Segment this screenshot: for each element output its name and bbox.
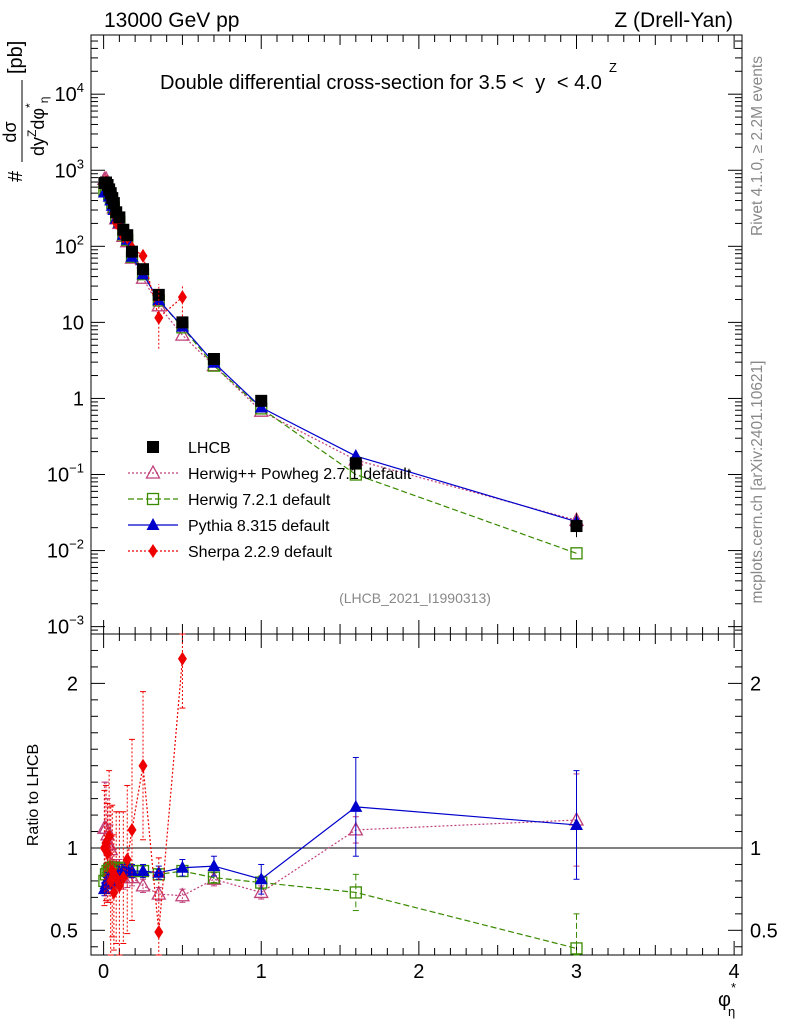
ratio-data-point	[136, 864, 150, 877]
y-tick-label: 103	[55, 156, 84, 182]
ratio-data-point	[154, 924, 164, 939]
legend: LHCB Herwig++ Powheg 2.7.1 default Herwig …	[128, 440, 412, 561]
x-axis-label: φ* η	[718, 980, 736, 1019]
legend-entry-herwig-7-2-1-default: Herwig 7.2.1 default	[128, 492, 331, 509]
legend-label: Herwig++ Powheg 2.7.1 default	[188, 466, 412, 483]
legend-marker	[148, 544, 158, 558]
ratio-data-point	[104, 829, 114, 844]
ratio-data-point	[114, 878, 124, 893]
x-tick-label: 1	[256, 961, 267, 983]
legend-entry-herwig-powheg-2-7-1-default: Herwig++ Powheg 2.7.1 default	[128, 464, 412, 483]
data-point	[255, 394, 268, 407]
ylabel-numerator: dσ	[0, 121, 20, 142]
legend-label: Pythia 8.315 default	[188, 518, 330, 535]
data-point	[570, 547, 583, 560]
y-tick-label: 10−3	[47, 613, 84, 639]
ratio-series-herwig-7-2-1-default	[98, 860, 583, 956]
data-point	[207, 353, 220, 366]
main-series-group	[96, 170, 585, 560]
ratio-data-point	[103, 845, 113, 860]
ylabel-denominator: dyZdφ*η	[23, 97, 51, 156]
ratio-data-point	[138, 758, 148, 773]
data-point	[107, 197, 120, 210]
ratio-data-point	[127, 822, 137, 837]
data-point	[121, 229, 134, 242]
ratio-y-tick-label-right: 2	[750, 673, 761, 695]
legend-label: Herwig 7.2.1 default	[188, 492, 331, 509]
ratio-data-point	[207, 859, 221, 872]
x-tick-label: 3	[571, 961, 582, 983]
y-tick-label: 10−2	[47, 537, 84, 563]
ratio-y-axis-label: Ratio to LHCB	[25, 744, 42, 846]
ratio-data-point	[349, 886, 362, 899]
ratio-data-point	[122, 852, 132, 867]
ratio-series-pythia-8-315-default	[97, 756, 583, 897]
x-tick-label: 2	[413, 961, 424, 983]
main-plot-title-sup: Z	[609, 60, 617, 75]
ratio-data-point	[135, 877, 151, 892]
ratio-series-group	[96, 633, 585, 956]
legend-entry-lhcb: LHCB	[147, 440, 231, 457]
data-point	[137, 263, 150, 276]
legend-entry-sherpa-2-2-9-default: Sherpa 2.2.9 default	[128, 544, 333, 561]
data-point	[176, 316, 189, 329]
ratio-series-line	[104, 819, 577, 897]
ylabel-hash: #	[5, 170, 27, 182]
data-point	[138, 248, 148, 263]
ratio-data-point	[569, 817, 583, 830]
rivet-label: Rivet 4.1.0, ≥ 2.2M events	[749, 56, 766, 236]
data-point	[177, 290, 187, 305]
ratio-data-point	[175, 860, 189, 873]
ratio-data-point	[125, 864, 139, 877]
ratio-data-point	[118, 870, 128, 885]
ratio-series-sherpa-2-2-9-default	[99, 633, 187, 956]
data-point	[174, 326, 191, 341]
ratio-y-tick-label: 0.5	[50, 920, 78, 942]
x-tick-label: 4	[729, 961, 740, 983]
main-y-axis-label: # dσ dyZdφ*η [pb]	[0, 41, 51, 182]
ratio-y-tick-label-right: 1	[750, 838, 761, 860]
ylabel-unit: [pb]	[5, 41, 27, 74]
y-tick-label: 10−1	[47, 461, 84, 487]
main-plot-title: Double differential cross-section for 3.…	[160, 72, 602, 94]
legend-marker	[146, 518, 160, 530]
legend-marker	[146, 492, 160, 506]
header-right: Z (Drell-Yan)	[614, 9, 733, 32]
mcplots-label: mcplots.cern.ch [arXiv:2401.10621]	[749, 361, 766, 604]
legend-label: LHCB	[188, 440, 231, 457]
ratio-y-tick-label: 1	[67, 838, 78, 860]
y-tick-label: 102	[55, 232, 84, 258]
ratio-data-point	[349, 799, 363, 812]
ratio-axis-ticks: 0 1 2 3 4 0.5 0.5 1 1 2 2	[50, 634, 778, 983]
ratio-data-point	[253, 884, 269, 899]
ratio-plot-frame	[90, 633, 743, 956]
legend-label: Sherpa 2.2.9 default	[188, 544, 333, 561]
data-point	[125, 245, 138, 258]
analysis-id: (LHCB_2021_I1990313)	[339, 590, 491, 606]
legend-marker	[145, 464, 161, 479]
series-lhcb	[98, 176, 583, 533]
header-left: 13000 GeV pp	[104, 9, 239, 32]
data-point	[154, 310, 164, 325]
ratio-data-point	[177, 651, 187, 666]
y-tick-label: 1	[73, 388, 84, 410]
legend-marker	[147, 441, 159, 453]
y-tick-label: 104	[55, 80, 84, 106]
ratio-series-line	[103, 866, 577, 949]
ratio-data-point	[570, 942, 583, 955]
main-axis-ticks: 10−3 10−2 10−1 1 10 102 103 104	[47, 34, 742, 639]
y-tick-label: 10	[62, 312, 84, 334]
ratio-data-point	[174, 887, 191, 902]
ratio-y-tick-label: 2	[67, 673, 78, 695]
data-point	[349, 457, 362, 470]
legend-entry-pythia-8-315-default: Pythia 8.315 default	[128, 518, 330, 535]
ratio-data-point	[254, 872, 268, 885]
x-tick-label: 0	[98, 961, 109, 983]
data-point	[113, 211, 126, 224]
ratio-y-tick-label-right: 0.5	[750, 920, 778, 942]
